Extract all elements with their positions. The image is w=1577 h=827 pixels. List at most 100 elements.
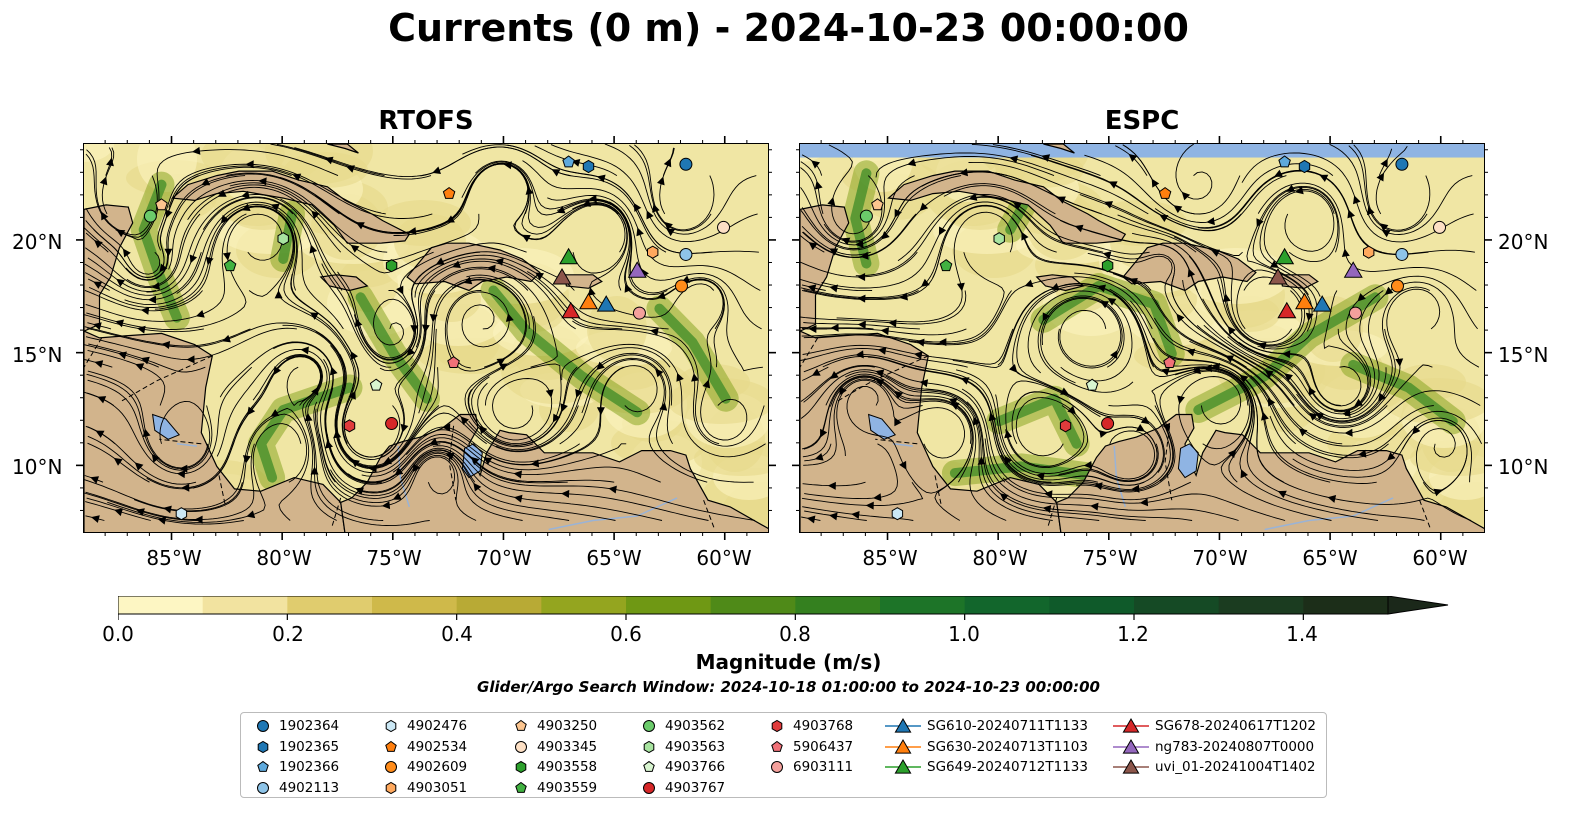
streamline-arrow xyxy=(894,208,902,218)
pentagon-marker-icon xyxy=(257,760,269,772)
streamline-arrow xyxy=(1136,424,1145,432)
streamline-arrow xyxy=(811,368,821,376)
streamline-arrow xyxy=(94,360,104,368)
streamline-arrow xyxy=(1160,368,1170,376)
country-border xyxy=(1047,497,1058,528)
hexagon-marker-icon xyxy=(257,740,269,753)
streamline-arrow xyxy=(655,368,664,378)
streamline-arrow xyxy=(460,416,469,425)
legend-marker xyxy=(894,718,912,733)
streamline-arrow xyxy=(1102,251,1112,260)
current-band-core xyxy=(355,292,432,404)
streamline-arrow xyxy=(309,244,318,254)
streamline-arrow xyxy=(513,494,523,503)
float-4903562 xyxy=(143,209,157,223)
streamline-arrow xyxy=(873,493,882,502)
colorbar-segment xyxy=(202,596,288,614)
streamline-arrow xyxy=(829,248,839,256)
legend-label: 4903768 xyxy=(793,718,854,734)
streamline-arrow xyxy=(93,322,102,331)
glider-SG649-20240712T1133 xyxy=(559,247,579,265)
streamline-arrow xyxy=(916,338,925,347)
streamline-arrow xyxy=(899,292,908,301)
streamline-arrow xyxy=(1159,214,1169,222)
legend-marker xyxy=(1122,738,1140,754)
colorbar-extend-arrow xyxy=(1387,595,1449,615)
streamline-arrow xyxy=(1341,248,1350,257)
legend-item: 4903559 xyxy=(511,778,597,798)
legend-label: 4903767 xyxy=(665,779,726,796)
streamline-arrow xyxy=(1380,158,1388,168)
colorbar-segment xyxy=(710,596,796,614)
streamline-arrow xyxy=(561,489,570,498)
streamline-arrow xyxy=(392,492,402,500)
streamline-arrow xyxy=(179,464,188,473)
streamline-arrow xyxy=(596,407,605,416)
legend-label: 4903562 xyxy=(665,718,726,734)
legend-label: 4903250 xyxy=(537,718,598,734)
triangle-marker-icon xyxy=(885,759,921,774)
cbar-tick-6: 1.2 xyxy=(1117,622,1149,646)
colorbar-segment xyxy=(541,596,627,614)
river xyxy=(397,446,411,508)
current-band-core xyxy=(1005,195,1031,235)
streamline-arrow xyxy=(292,173,302,182)
float-4902534 xyxy=(442,186,456,199)
streamline-arrow xyxy=(921,278,930,287)
streamline-arrow xyxy=(624,283,632,293)
streamline-arrow xyxy=(530,459,540,468)
streamline-arrow xyxy=(881,231,890,240)
legend-item: SG649-20240712T1133 xyxy=(885,757,1088,777)
streamline-arrow xyxy=(894,390,903,399)
circle-marker-icon xyxy=(257,781,269,794)
streamline-arrow xyxy=(830,323,839,332)
streamline-arrow xyxy=(222,252,231,261)
streamline-arrow xyxy=(608,485,617,494)
legend-item: 4902609 xyxy=(381,757,467,777)
streamline-arrow xyxy=(1110,350,1118,359)
river xyxy=(1264,497,1394,531)
colorbar-segment xyxy=(456,596,542,614)
legend-item: SG610-20240711T1133 xyxy=(885,716,1088,736)
legend-item: 4903250 xyxy=(511,716,597,736)
streamline-arrow xyxy=(246,510,256,519)
lake-lakeNicaragua xyxy=(867,413,897,440)
hexagon-marker-icon xyxy=(515,760,527,774)
legend-marker xyxy=(894,738,912,754)
streamline-arrow xyxy=(659,402,668,411)
glider-uvi_01-20241004T1402 xyxy=(1268,267,1288,285)
legend-marker xyxy=(385,781,397,794)
legend-item: 4902476 xyxy=(381,716,467,736)
legend-item: ng783-20240807T0000 xyxy=(1113,737,1314,757)
colorbar-segment xyxy=(1218,596,1304,614)
streamline-arrow xyxy=(656,291,666,300)
legend-label: 1902364 xyxy=(279,718,340,734)
colorbar-segment xyxy=(1049,596,1135,614)
streamline-arrow xyxy=(857,320,866,329)
streamline-arrow xyxy=(181,483,190,492)
triangle-marker-icon xyxy=(1113,718,1149,733)
streamline-arrow xyxy=(1319,174,1329,182)
streamline-arrow xyxy=(309,312,319,320)
streamline-arrow xyxy=(1277,490,1287,498)
streamline-arrow xyxy=(270,409,280,417)
colorbar-segment xyxy=(118,596,204,614)
streamline-arrow xyxy=(865,501,874,510)
streamline-arrow xyxy=(666,228,675,237)
streamline-arrow xyxy=(435,257,445,265)
legend-item: 1902364 xyxy=(253,716,339,736)
float-1902366 xyxy=(562,155,575,168)
streamline-arrow xyxy=(134,462,144,471)
float-4902476 xyxy=(891,507,904,521)
legend-marker xyxy=(257,760,269,772)
legend-marker xyxy=(643,760,655,772)
streamline-arrow xyxy=(1379,223,1389,232)
float-1902364 xyxy=(679,157,693,171)
legend-item: 4902113 xyxy=(253,778,339,798)
streamline-arrow xyxy=(1384,286,1394,295)
hexagon-marker-icon xyxy=(385,781,397,794)
glider-ng783-20240807T0000 xyxy=(1343,261,1363,278)
float-4903250 xyxy=(155,198,168,211)
legend-marker xyxy=(385,761,397,773)
float-4903250 xyxy=(871,198,884,211)
